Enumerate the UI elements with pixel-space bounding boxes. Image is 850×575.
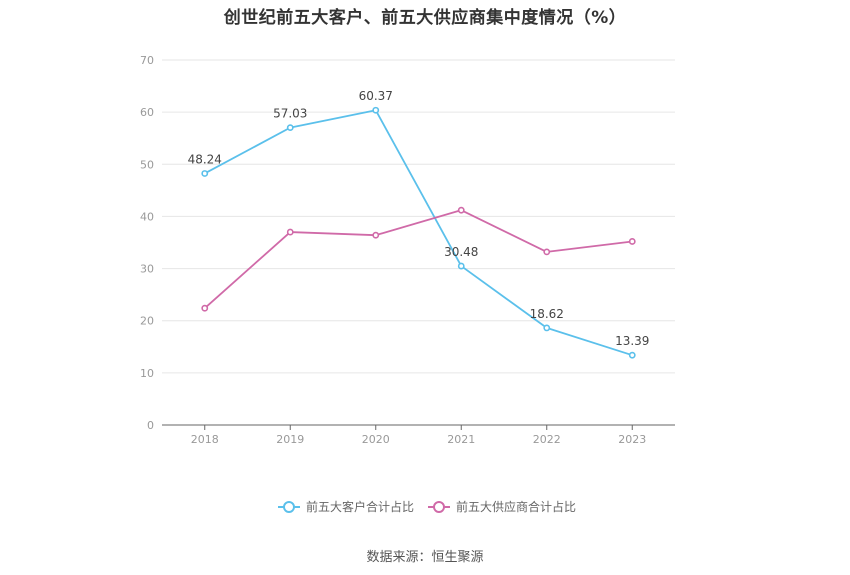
y-tick-label-0: 0 [147,419,154,432]
chart-title: 创世纪前五大客户、前五大供应商集中度情况（%） [223,8,627,28]
x-tick-label-2022: 2022 [533,433,561,446]
data-label-2023: 13.39 [615,334,649,348]
x-tick-label-2019: 2019 [276,433,304,446]
x-tick-label-2021: 2021 [447,433,475,446]
data-label-2018: 48.24 [188,152,222,166]
series-2-point-2018[interactable] [201,304,209,312]
y-tick-label-60: 60 [140,106,154,119]
x-tick-label-2018: 2018 [191,433,219,446]
series-lines [201,106,636,359]
series-2-point-2022[interactable] [543,248,551,256]
x-tick-label-2020: 2020 [362,433,390,446]
data-source: 数据来源：恒生聚源 [366,550,484,565]
data-label-2021: 30.48 [444,245,478,259]
series-1-point-2023[interactable] [628,351,636,359]
series-2-point-2023[interactable] [628,238,636,245]
series-2-point-2021[interactable] [457,206,465,214]
legend[interactable]: 前五大客户合计占比 前五大供应商合计占比 [278,499,576,514]
y-tick-label-10: 10 [140,367,154,380]
data-label-2020: 60.37 [359,89,393,103]
series-1-point-2019[interactable] [286,124,294,132]
series-1-point-2022[interactable] [543,324,551,332]
legend-item-1[interactable]: 前五大客户合计占比 [278,499,414,514]
y-tick-label-20: 20 [140,315,154,328]
legend-label-1: 前五大客户合计占比 [306,499,414,514]
legend-label-2: 前五大供应商合计占比 [456,499,576,514]
x-tick-label-2023: 2023 [618,433,646,446]
data-label-2022: 18.62 [530,307,564,321]
data-labels: 48.24 57.03 60.37 30.48 18.62 13.39 [188,89,650,348]
legend-marker-1 [283,501,295,513]
axes: 0 10 20 30 40 50 60 70 2018 2019 2020 2021 2022 2023 [140,54,675,446]
grid-lines [162,59,675,374]
y-tick-label-50: 50 [140,158,154,171]
y-tick-label-70: 70 [140,54,154,67]
series-line-1 [204,109,633,357]
series-line-2 [204,209,633,309]
series-2-point-2020[interactable] [372,231,380,239]
y-tick-label-30: 30 [140,263,154,276]
series-1-point-2021[interactable] [457,262,465,270]
y-tick-label-40: 40 [140,210,154,223]
series-1-point-2020[interactable] [372,106,380,114]
legend-item-2[interactable]: 前五大供应商合计占比 [428,499,576,514]
legend-marker-2 [433,501,445,513]
series-1-point-2018[interactable] [201,170,209,177]
series-2-point-2019[interactable] [286,228,294,236]
data-label-2019: 57.03 [273,107,307,121]
